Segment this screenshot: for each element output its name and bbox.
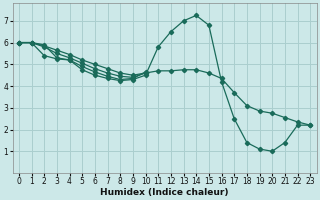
X-axis label: Humidex (Indice chaleur): Humidex (Indice chaleur) <box>100 188 229 197</box>
